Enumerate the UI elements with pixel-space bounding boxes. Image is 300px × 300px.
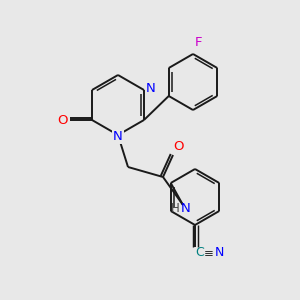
Text: F: F <box>194 37 202 50</box>
Text: N: N <box>214 247 224 260</box>
Text: N: N <box>113 130 123 142</box>
Text: C: C <box>196 247 204 260</box>
Text: ≡: ≡ <box>204 247 214 260</box>
Text: O: O <box>57 113 67 127</box>
Text: N: N <box>181 202 191 214</box>
Text: N: N <box>146 82 156 94</box>
Text: O: O <box>173 140 183 154</box>
Text: H: H <box>171 202 179 214</box>
